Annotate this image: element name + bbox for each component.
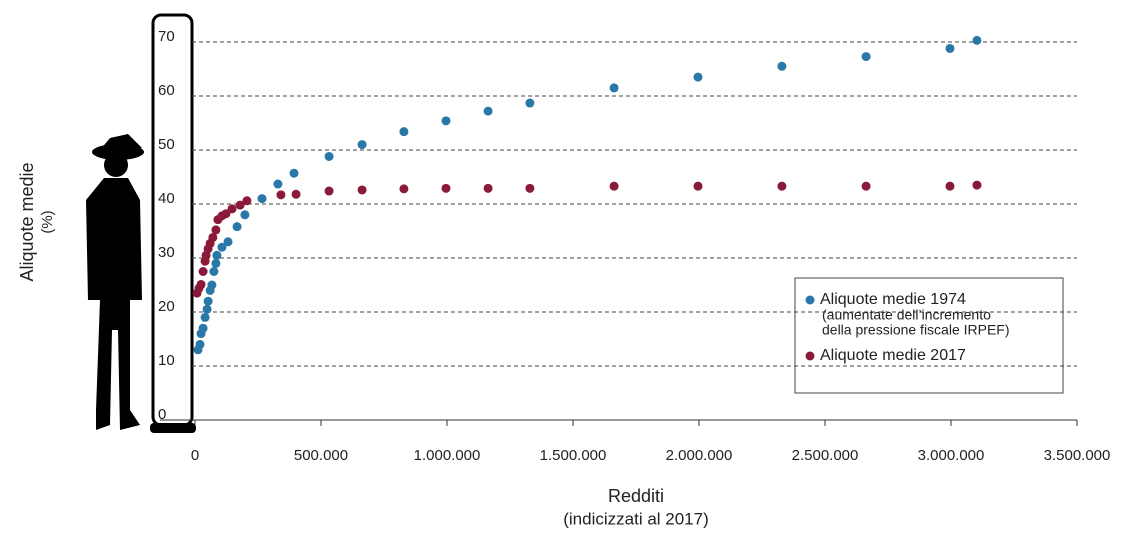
point	[196, 279, 206, 289]
silhouette	[86, 134, 144, 430]
point	[198, 267, 208, 276]
point	[525, 183, 535, 193]
point	[195, 339, 205, 349]
point	[203, 296, 213, 306]
point	[257, 194, 267, 204]
x-tick-label: 500.000	[294, 447, 348, 464]
legend-marker	[805, 351, 815, 361]
point	[289, 168, 299, 178]
x-tick-label: 2.500.000	[792, 447, 859, 464]
point	[972, 35, 982, 45]
point	[777, 181, 787, 191]
point	[324, 186, 334, 196]
point	[357, 185, 367, 195]
y-tick-label: 60	[158, 82, 175, 99]
point	[861, 52, 871, 62]
point	[235, 200, 245, 210]
point	[945, 43, 955, 53]
point	[227, 204, 237, 214]
point	[273, 179, 283, 189]
legend-box	[794, 277, 1064, 394]
point	[208, 232, 218, 242]
y-tick-label: 70	[158, 28, 175, 45]
point	[441, 183, 451, 193]
legend-marker	[805, 295, 815, 305]
x-tick-label: 1.500.000	[540, 447, 607, 464]
point	[693, 181, 703, 191]
y-axis-base	[150, 423, 196, 433]
legend-note: (aumentate dell’incremento	[822, 307, 991, 323]
point	[945, 181, 955, 191]
y-tick-label: 30	[158, 244, 175, 261]
point	[223, 237, 233, 247]
point	[399, 127, 409, 137]
legend-note: della pressione fiscale IRPEF)	[822, 322, 1010, 338]
point	[609, 181, 619, 191]
x-tick-label: 3.000.000	[918, 447, 985, 464]
point	[211, 225, 221, 235]
point	[441, 116, 451, 126]
y-tick-label: 20	[158, 298, 175, 315]
y-tick-label: 50	[158, 136, 175, 153]
point	[483, 183, 493, 193]
y-tick-label: 0	[158, 406, 166, 423]
point	[399, 184, 409, 194]
point	[240, 210, 250, 220]
point	[324, 151, 334, 161]
point	[209, 267, 219, 276]
point	[207, 280, 217, 290]
point	[609, 83, 619, 93]
point	[198, 323, 208, 333]
legend-label: Aliquote medie 2017	[820, 347, 966, 364]
point	[221, 209, 231, 219]
point	[861, 181, 871, 191]
x-tick-label: 1.000.000	[414, 447, 481, 464]
point	[212, 250, 222, 260]
y-axis-unit: (%)	[39, 210, 56, 233]
point	[242, 196, 252, 206]
x-tick-label: 0	[191, 447, 199, 464]
y-tick-label: 10	[158, 352, 175, 369]
point	[232, 222, 242, 232]
point	[291, 189, 301, 199]
x-axis-label: Redditi	[608, 486, 664, 506]
y-tick-label: 40	[158, 190, 175, 207]
point	[777, 61, 787, 71]
x-tick-label: 3.500.000	[1044, 447, 1111, 464]
point	[357, 140, 367, 150]
legend-label: Aliquote medie 1974	[820, 291, 966, 308]
point	[483, 106, 493, 116]
point	[202, 304, 212, 314]
y-axis-label: Aliquote medie	[17, 162, 37, 281]
x-tick-label: 2.000.000	[666, 447, 733, 464]
x-axis-sub: (indicizzati al 2017)	[563, 509, 709, 528]
point	[211, 258, 221, 268]
point	[200, 312, 210, 322]
point	[693, 72, 703, 82]
point	[217, 242, 227, 252]
point	[525, 98, 535, 108]
point	[276, 190, 286, 200]
point	[972, 180, 982, 190]
